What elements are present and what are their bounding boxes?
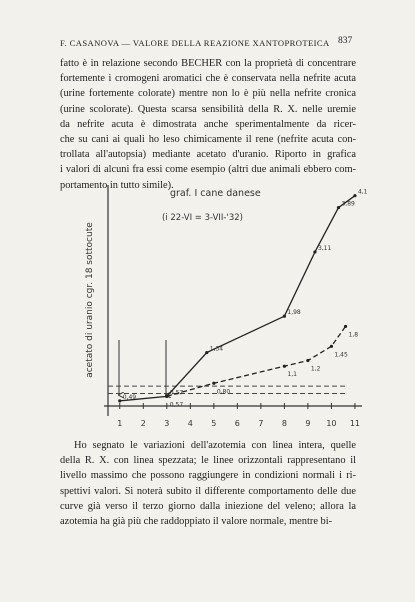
paragraph: fatto è in relazione secondo BECHER con … xyxy=(60,56,356,193)
data-label: 0,57 xyxy=(170,401,184,408)
point xyxy=(313,250,317,254)
data-label: 1,1 xyxy=(287,371,297,378)
data-label: 3,11 xyxy=(318,245,332,252)
data-label: 3,89 xyxy=(341,201,355,208)
text-line: i valori di alcuni fra essi come esempio… xyxy=(60,164,356,176)
data-label: 1,98 xyxy=(287,309,301,316)
data-label: 4,1 xyxy=(358,189,368,196)
text-line: livello massimo che possono raggiungere … xyxy=(60,470,356,482)
running-head: F. CASANOVA — VALORE DELLA REAZIONE XANT… xyxy=(60,38,330,48)
point xyxy=(353,194,357,198)
point xyxy=(329,344,334,348)
series-line xyxy=(166,326,347,397)
data-label: 0,49 xyxy=(123,394,137,401)
point xyxy=(282,314,286,318)
text-line: portamento in tutto simile). xyxy=(60,179,174,191)
paragraph: Ho segnato le variazioni dell'azotemia c… xyxy=(60,438,356,529)
text-line: che su cani ai quali ho leso chimicament… xyxy=(60,133,356,145)
text-line: trollata all'autopsia) mediante acetato … xyxy=(60,149,356,161)
point xyxy=(118,399,122,403)
x-tick-label: 6 xyxy=(235,419,240,428)
y-label: acetato di uranio cgr. 18 sottocute xyxy=(85,222,95,378)
data-label: 1,45 xyxy=(334,351,348,358)
point xyxy=(205,350,209,355)
x-tick-label: 3 xyxy=(164,419,169,428)
text-line: da nefrite acuta è dimostrata anche sper… xyxy=(60,118,356,130)
x-tick-label: 10 xyxy=(326,419,336,428)
x-tick-label: 9 xyxy=(305,419,310,428)
point xyxy=(282,364,286,368)
x-tick-label: 1 xyxy=(117,419,122,428)
text-line: azotemia ha già più che raddoppiato il v… xyxy=(60,515,333,527)
page-number: 837 xyxy=(338,36,353,46)
text-line: della R. X. con linea spezzata; le linee… xyxy=(60,455,356,467)
text-line: fortemente i cromogeni aromatici che è c… xyxy=(60,73,356,85)
x-tick-label: 11 xyxy=(350,419,360,428)
data-label: 1,8 xyxy=(349,331,359,338)
point xyxy=(336,206,341,210)
text-line: fatto è in relazione secondo BECHER con … xyxy=(60,58,356,69)
x-tick-label: 8 xyxy=(282,419,287,428)
x-tick-label: 5 xyxy=(211,419,216,428)
text-line: (urine scolorate). Questa scarsa sensibi… xyxy=(60,103,356,115)
figure-subtitle: (i 22-VI = 3-VII-'32) xyxy=(162,213,243,223)
x-tick-label: 2 xyxy=(141,419,146,428)
point xyxy=(306,358,310,363)
point xyxy=(212,381,216,385)
text-line: (urine fortemente colorate) mentre non l… xyxy=(60,88,356,100)
figure-title: graf. I cane danese xyxy=(170,188,261,199)
text-line: spettivi valori. Si noterà subito il dif… xyxy=(60,485,356,497)
data-label: 0,80 xyxy=(217,388,231,395)
data-label: 1,34 xyxy=(210,346,224,353)
data-label: 0,57 xyxy=(170,389,184,396)
data-label: 1,2 xyxy=(311,366,321,373)
point xyxy=(165,394,169,398)
text-line: curve già verso il terzo giorno dalla in… xyxy=(60,500,356,512)
x-tick-label: 7 xyxy=(258,419,263,428)
point xyxy=(343,324,348,329)
x-tick-label: 4 xyxy=(188,419,193,428)
text-line: Ho segnato le variazioni dell'azotemia c… xyxy=(74,440,356,451)
